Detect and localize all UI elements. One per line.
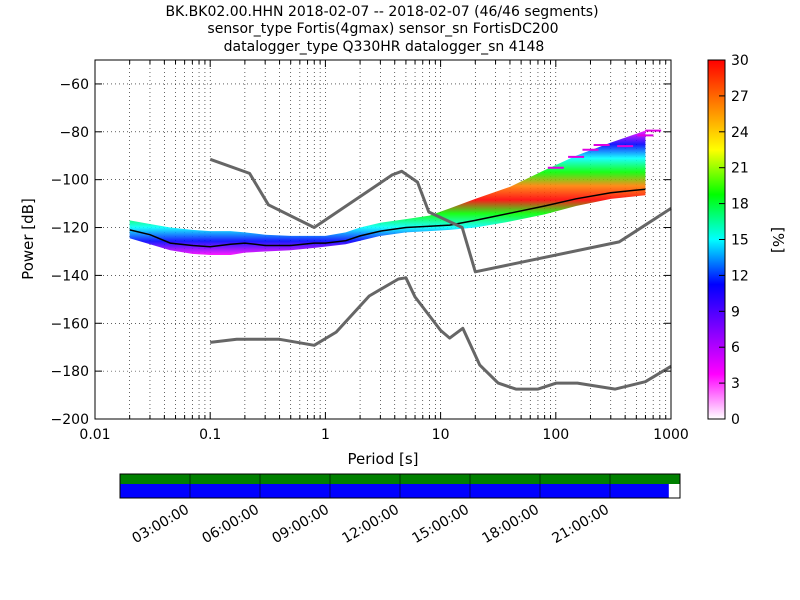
colorbar-tick-label: 9 (731, 304, 740, 320)
colorbar-tick-label: 3 (731, 376, 740, 392)
x-tick-label: 0.1 (199, 427, 221, 443)
colorbar-tick-label: 30 (731, 53, 749, 69)
colorbar-tick-label: 0 (731, 412, 740, 428)
colorbar-tick-label: 27 (731, 89, 749, 105)
y-tick-label: −120 (51, 221, 89, 237)
y-tick-label: −140 (51, 268, 89, 284)
x-tick-label: 1000 (653, 427, 689, 443)
colorbar-tick-label: 15 (731, 233, 749, 249)
plot-frame (94, 59, 672, 420)
ppsd-mode-line (129, 188, 646, 248)
noise-model-curves (129, 157, 672, 391)
y-tick-label: −200 (51, 412, 89, 428)
noise-model-high-line (209, 157, 672, 274)
y-tick-label: −180 (51, 364, 89, 380)
title-line-3: datalogger_type Q330HR datalogger_sn 414… (224, 39, 545, 55)
colorbar-tick-label: 21 (731, 161, 749, 177)
colorbar-tick-label: 24 (731, 125, 749, 141)
colorbar-ticks: 0 3 6 9 12 15 18 21 24 27 30 (719, 53, 749, 428)
title-line-2: sensor_type Fortis(4gmax) sensor_sn Fort… (207, 21, 558, 37)
y-tick-label: −60 (59, 77, 89, 93)
x-tick-label: 1 (321, 427, 330, 443)
y-tick-label: −160 (51, 316, 89, 332)
colorbar-tick-label: 6 (731, 340, 740, 356)
x-axis-label: Period [s] (347, 450, 418, 468)
y-axis-label: Power [dB] (19, 198, 37, 280)
coverage-data-bar (120, 484, 669, 498)
colorbar-tick-label: 18 (731, 197, 749, 213)
x-tick-label: 10 (432, 427, 450, 443)
colorbar-tick-label: 12 (731, 268, 749, 284)
figure-title: BK.BK02.00.HHN 2018-02-07 -- 2018-02-07 … (165, 4, 598, 55)
colorbar-label: [%] (769, 227, 787, 253)
plot-ticks: 0.01 0.1 1 10 100 1000 −200 −180 −160 −140 −120 −10… (51, 60, 689, 443)
noise-model-low-line (210, 276, 672, 391)
title-line-1: BK.BK02.00.HHN 2018-02-07 -- 2018-02-07 … (165, 4, 598, 20)
x-tick-label: 0.01 (79, 427, 110, 443)
y-tick-label: −80 (59, 125, 89, 141)
y-tick-label: −100 (51, 173, 89, 189)
x-tick-label: 100 (542, 427, 569, 443)
